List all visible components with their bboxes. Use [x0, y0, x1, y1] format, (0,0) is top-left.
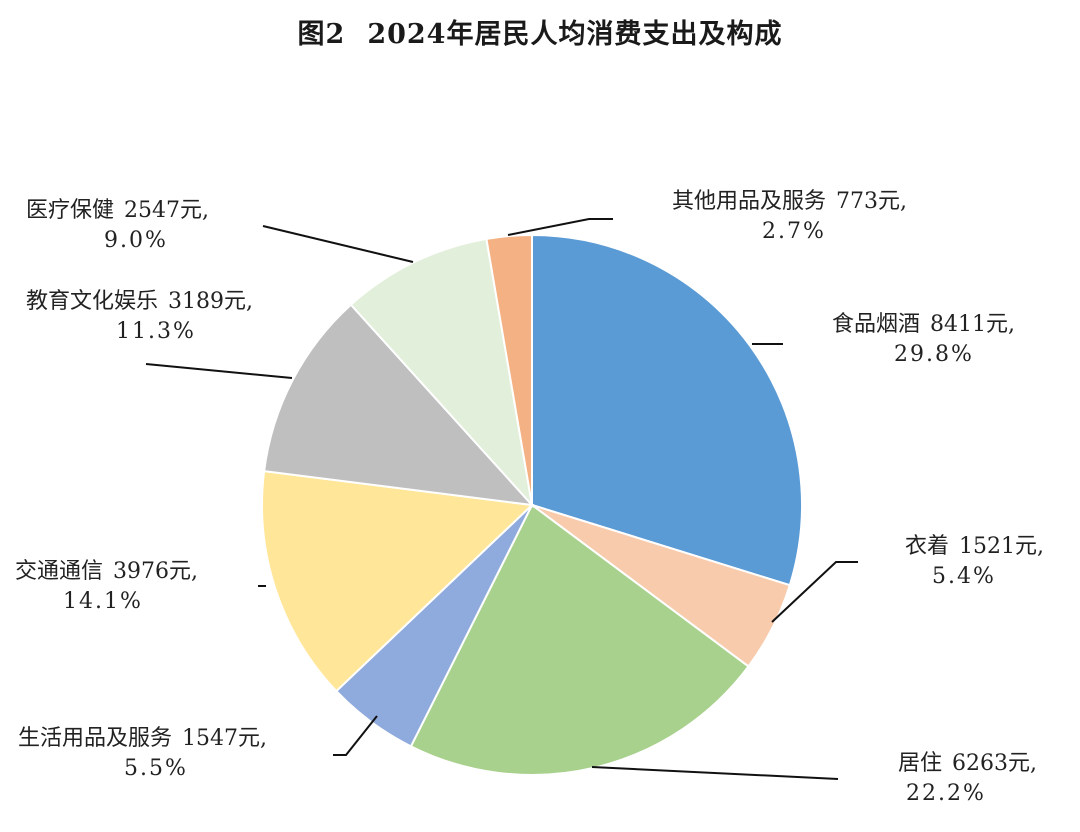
slice-amount: 1547元,	[182, 726, 267, 751]
slice-amount: 1521元,	[959, 534, 1044, 559]
slice-percent: 22.2%	[906, 781, 986, 806]
pie-slice-education	[263, 303, 535, 507]
data-label-medical: 医疗保健 2547元, 9.0%	[26, 196, 209, 256]
pie-slice-food	[531, 233, 803, 587]
pie-slice-medical	[349, 237, 534, 509]
pie-slice-transport	[261, 470, 535, 693]
slice-name: 生活用品及服务	[18, 726, 173, 751]
slice-percent: 11.3%	[116, 319, 196, 344]
slice-percent: 14.1%	[63, 589, 143, 614]
slice-name: 食品烟酒	[832, 312, 921, 337]
slice-percent: 29.8%	[894, 342, 974, 367]
leader-line-medical	[262, 225, 414, 263]
leader-line-other	[507, 218, 613, 236]
leader-line-household	[333, 715, 378, 756]
slice-name: 居住	[898, 751, 943, 776]
slice-name: 教育文化娱乐	[26, 289, 159, 314]
slice-name: 交通通信	[15, 559, 104, 584]
slice-amount: 3976元,	[113, 559, 198, 584]
slice-percent: 5.5%	[124, 756, 188, 781]
slice-name: 衣着	[905, 534, 950, 559]
leader-line-education	[145, 363, 293, 379]
data-label-transport: 交通通信 3976元, 14.1%	[15, 557, 198, 617]
data-label-clothing: 衣着 1521元, 5.4%	[905, 532, 1044, 592]
slice-amount: 8411元,	[930, 312, 1015, 337]
figure-title: 2024年居民人均消费支出及构成	[367, 19, 783, 50]
leader-lines	[145, 218, 858, 780]
slice-percent: 5.4%	[932, 564, 996, 589]
figure-number: 图2	[297, 19, 346, 50]
slice-percent: 2.7%	[762, 219, 826, 244]
slice-percent: 9.0%	[104, 228, 168, 253]
data-label-food: 食品烟酒 8411元, 29.8%	[832, 310, 1015, 370]
chart-title: 图2 2024年居民人均消费支出及构成	[0, 12, 1080, 51]
data-label-housing: 居住 6263元, 22.2%	[898, 749, 1037, 809]
leader-line-clothing	[771, 561, 858, 623]
data-label-other: 其他用品及服务 773元, 2.7%	[672, 187, 907, 247]
slice-name: 其他用品及服务	[672, 189, 827, 214]
slice-amount: 773元,	[836, 189, 908, 214]
pie-slice-other	[485, 233, 533, 506]
slice-amount: 6263元,	[952, 751, 1037, 776]
data-label-education: 教育文化娱乐 3189元, 11.3%	[26, 287, 253, 347]
data-label-household: 生活用品及服务 1547元, 5.5%	[18, 724, 267, 784]
leader-line-housing	[591, 766, 839, 780]
slice-name: 医疗保健	[26, 198, 115, 223]
slice-amount: 3189元,	[168, 289, 253, 314]
slice-amount: 2547元,	[124, 198, 209, 223]
pie-slices	[261, 233, 803, 776]
